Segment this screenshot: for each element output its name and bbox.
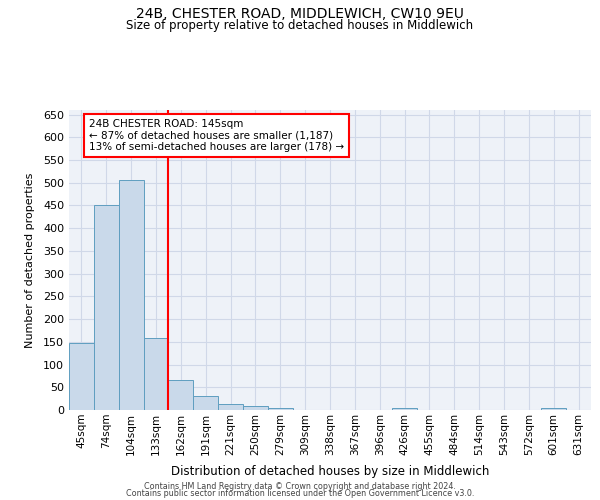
Text: Contains HM Land Registry data © Crown copyright and database right 2024.: Contains HM Land Registry data © Crown c…	[144, 482, 456, 491]
Text: 24B CHESTER ROAD: 145sqm
← 87% of detached houses are smaller (1,187)
13% of sem: 24B CHESTER ROAD: 145sqm ← 87% of detach…	[89, 119, 344, 152]
Text: 24B, CHESTER ROAD, MIDDLEWICH, CW10 9EU: 24B, CHESTER ROAD, MIDDLEWICH, CW10 9EU	[136, 8, 464, 22]
Bar	[392, 408, 417, 410]
Bar	[119, 180, 143, 410]
Bar	[69, 343, 94, 410]
Bar	[94, 206, 119, 410]
Bar	[243, 406, 268, 410]
Text: Distribution of detached houses by size in Middlewich: Distribution of detached houses by size …	[171, 464, 489, 477]
Bar	[541, 408, 566, 410]
Bar	[218, 404, 243, 410]
Y-axis label: Number of detached properties: Number of detached properties	[25, 172, 35, 348]
Bar	[268, 408, 293, 410]
Text: Contains public sector information licensed under the Open Government Licence v3: Contains public sector information licen…	[126, 489, 474, 498]
Bar	[193, 396, 218, 410]
Text: Size of property relative to detached houses in Middlewich: Size of property relative to detached ho…	[127, 18, 473, 32]
Bar	[143, 338, 169, 410]
Bar	[169, 380, 193, 410]
